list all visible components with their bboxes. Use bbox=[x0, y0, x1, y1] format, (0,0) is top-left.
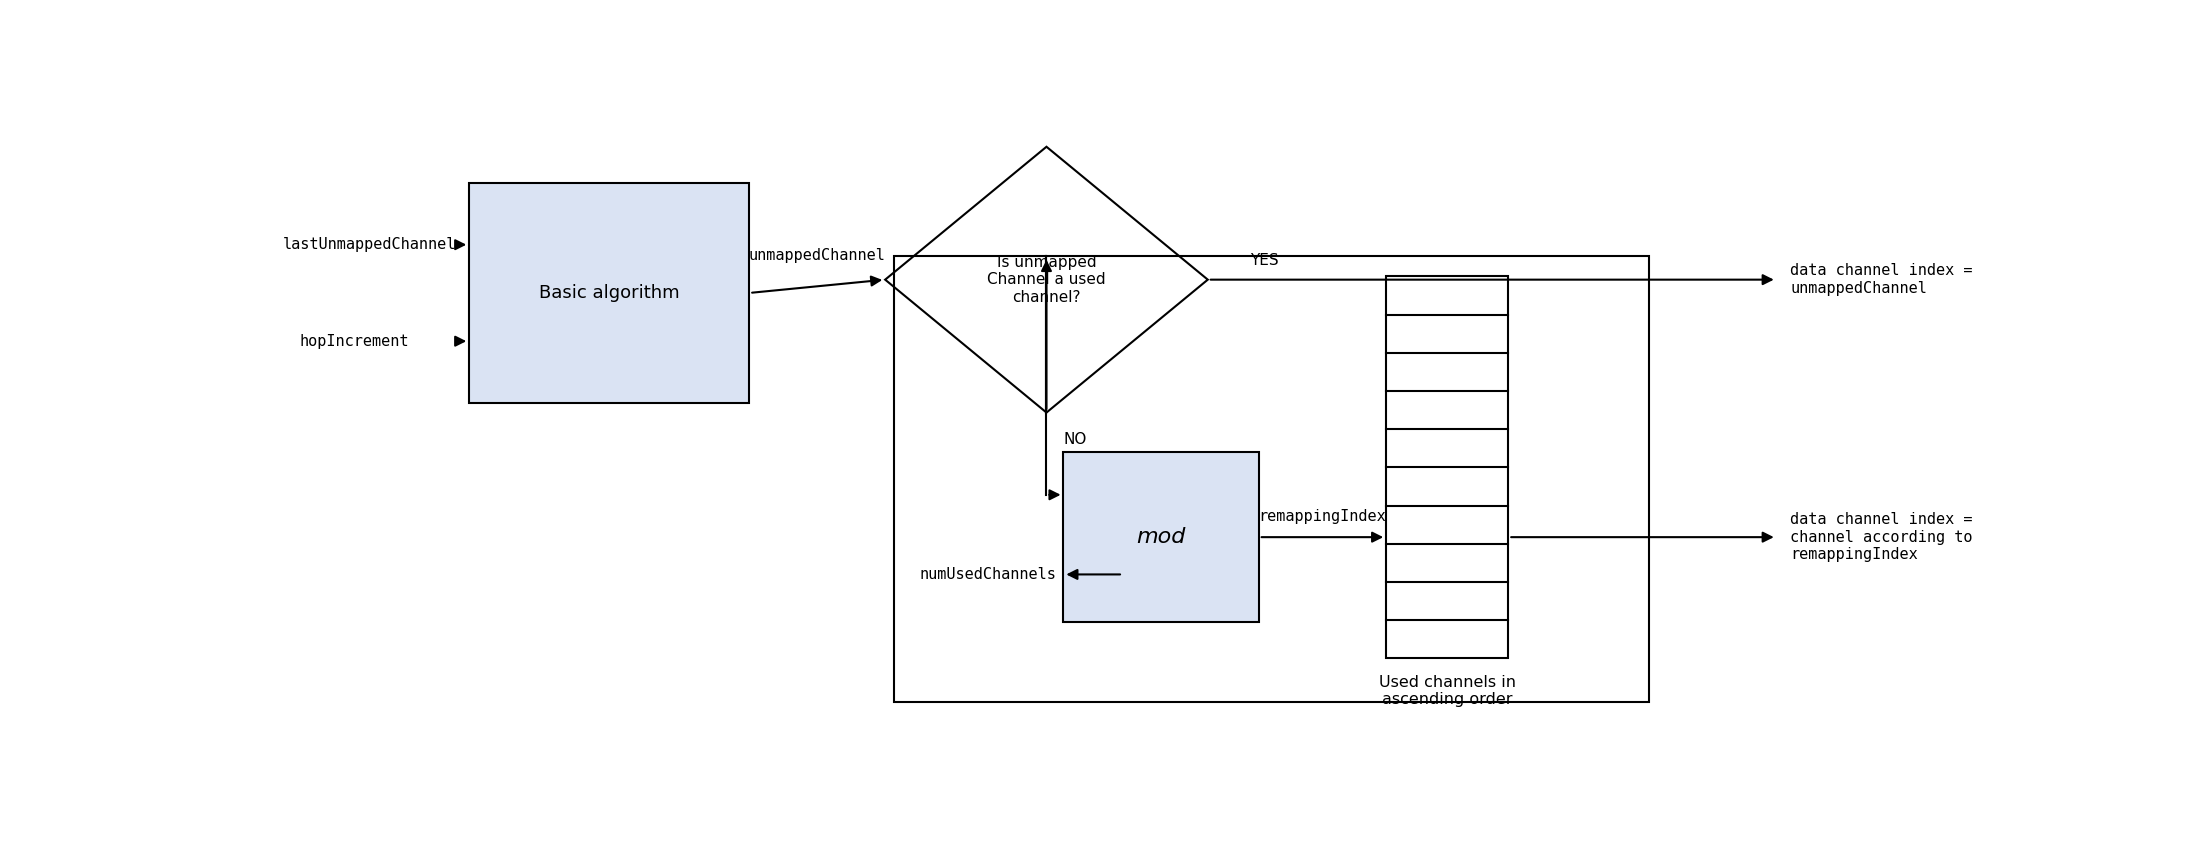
Bar bbox=[469, 183, 749, 403]
Bar bbox=[894, 256, 1650, 702]
Text: YES: YES bbox=[1251, 253, 1280, 268]
Text: unmappedChannel: unmappedChannel bbox=[749, 248, 885, 263]
Text: data channel index =
unmappedChannel: data channel index = unmappedChannel bbox=[1790, 263, 1972, 296]
Text: lastUnmappedChannel: lastUnmappedChannel bbox=[283, 237, 456, 252]
Text: hopIncrement: hopIncrement bbox=[300, 334, 410, 349]
Text: numUsedChannels: numUsedChannels bbox=[920, 567, 1056, 582]
Text: mod: mod bbox=[1137, 527, 1185, 547]
Bar bbox=[1063, 452, 1258, 622]
Text: Basic algorithm: Basic algorithm bbox=[539, 284, 679, 302]
Text: Used channels in
ascending order: Used channels in ascending order bbox=[1378, 675, 1516, 708]
Text: data channel index =
channel according to
remappingIndex: data channel index = channel according t… bbox=[1790, 513, 1972, 562]
Bar bbox=[1387, 276, 1507, 658]
Text: NO: NO bbox=[1063, 432, 1087, 448]
Text: Is unmapped
Channel a used
channel?: Is unmapped Channel a used channel? bbox=[988, 255, 1106, 305]
Text: remappingIndex: remappingIndex bbox=[1258, 509, 1387, 524]
